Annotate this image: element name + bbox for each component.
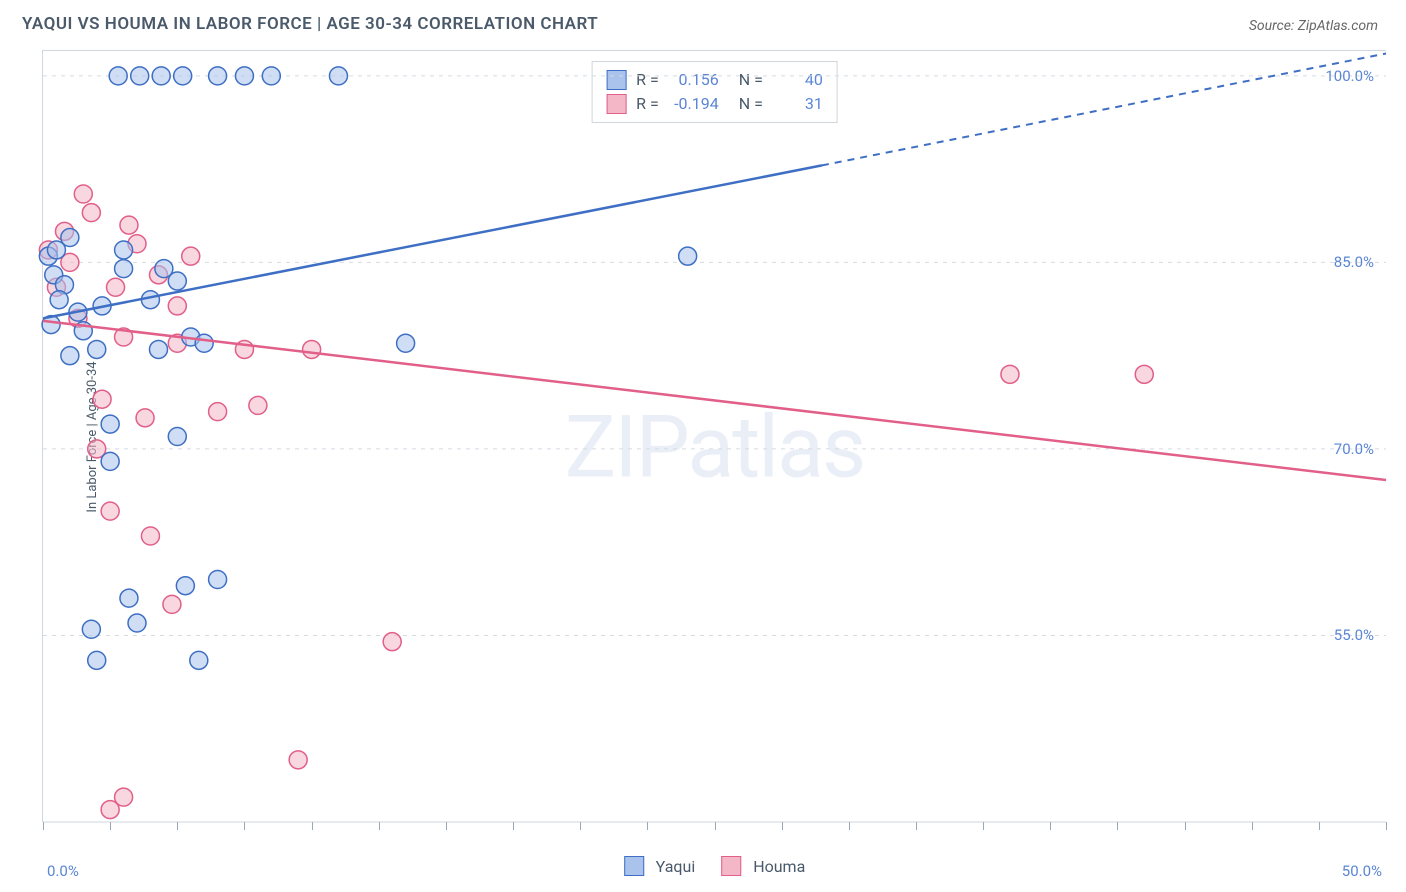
houma-point [182,247,200,265]
houma-point [383,633,401,651]
legend-swatch-yaqui [624,856,644,876]
houma-point [115,788,133,806]
x-tick [715,822,716,830]
y-tick-label: 55.0% [1334,626,1374,644]
x-tick [379,822,380,830]
yaqui-point [262,67,280,85]
yaqui-point [235,67,253,85]
yaqui-point [149,340,167,358]
houma-point [289,751,307,769]
chart-title: YAQUI VS HOUMA IN LABOR FORCE | AGE 30-3… [22,14,598,34]
x-tick [983,822,984,830]
x-tick [110,822,111,830]
yaqui-point [329,67,347,85]
houma-point [93,390,111,408]
yaqui-point [120,589,138,607]
x-tick [513,822,514,830]
yaqui-point [50,291,68,309]
legend-series: Yaqui Houma [624,856,806,876]
x-tick-label-max: 50.0% [1342,862,1382,880]
legend-swatch-houma [721,856,741,876]
houma-point [107,278,125,296]
plot-area: In Labor Force | Age 30-34 ZIPatlas R = … [42,50,1386,822]
yaqui-point [128,614,146,632]
yaqui-point [88,651,106,669]
yaqui-point [82,620,100,638]
yaqui-trend-solid [43,165,822,318]
houma-point [136,409,154,427]
houma-point [101,502,119,520]
yaqui-point [190,651,208,669]
x-tick [916,822,917,830]
houma-point [141,527,159,545]
x-tick [244,822,245,830]
chart-source: Source: ZipAtlas.com [1249,18,1378,34]
x-tick [43,822,44,830]
houma-point [209,403,227,421]
legend-item-houma: Houma [721,856,805,876]
houma-point [303,340,321,358]
houma-point [74,185,92,203]
yaqui-point [109,67,127,85]
houma-point [82,204,100,222]
x-tick [849,822,850,830]
yaqui-point [168,428,186,446]
yaqui-point [131,67,149,85]
x-tick [580,822,581,830]
x-tick [1319,822,1320,830]
houma-point [120,216,138,234]
x-tick [177,822,178,830]
houma-point [163,595,181,613]
yaqui-trend-dashed [822,53,1386,165]
x-tick [782,822,783,830]
houma-point [1001,365,1019,383]
houma-point [1135,365,1153,383]
x-tick [647,822,648,830]
yaqui-point [101,415,119,433]
y-tick-label: 70.0% [1334,440,1374,458]
yaqui-point [88,340,106,358]
x-tick [1386,822,1387,830]
yaqui-point [679,247,697,265]
y-tick-label: 100.0% [1325,67,1374,85]
x-tick [1185,822,1186,830]
houma-point [168,297,186,315]
x-tick [312,822,313,830]
x-tick [1252,822,1253,830]
x-tick [1117,822,1118,830]
legend-label-houma: Houma [753,857,805,876]
yaqui-point [209,571,227,589]
legend-label-yaqui: Yaqui [656,857,696,876]
yaqui-point [61,229,79,247]
x-tick [446,822,447,830]
x-tick [1050,822,1051,830]
yaqui-point [152,67,170,85]
houma-point [249,396,267,414]
yaqui-point [101,452,119,470]
yaqui-point [115,260,133,278]
houma-trend [43,321,1386,480]
yaqui-point [115,241,133,259]
yaqui-point [397,334,415,352]
yaqui-point [168,272,186,290]
yaqui-point [195,334,213,352]
yaqui-point [61,347,79,365]
x-tick-label-min: 0.0% [47,862,79,880]
yaqui-point [176,577,194,595]
y-tick-label: 85.0% [1334,253,1374,271]
yaqui-point [209,67,227,85]
legend-item-yaqui: Yaqui [624,856,696,876]
chart-svg [43,51,1386,822]
yaqui-point [174,67,192,85]
